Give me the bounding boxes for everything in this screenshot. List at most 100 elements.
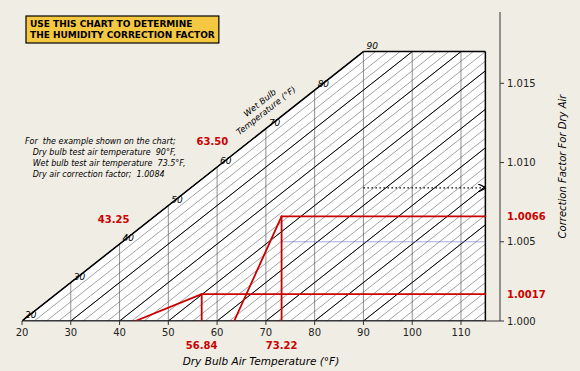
x-tick-label: 70 <box>260 327 273 338</box>
wet-bulb-value: 40 <box>123 233 135 243</box>
x-tick <box>119 321 120 325</box>
wet-bulb-label: Wet BulbTemperature (°F) <box>228 76 298 137</box>
x-tick <box>412 321 413 325</box>
hatch <box>461 302 485 321</box>
hatch <box>302 177 485 321</box>
grid-line <box>70 283 71 321</box>
example-text: Dry air correction factor; 1.0084 <box>25 170 165 179</box>
title-box-frame <box>26 16 219 43</box>
chart: 2030405060708090Wet BulbTemperature (°F)… <box>0 0 580 371</box>
hatch <box>132 52 473 321</box>
grid-line <box>412 52 413 321</box>
hatch <box>71 52 412 321</box>
example-vertical <box>201 294 203 321</box>
region-border <box>485 52 487 321</box>
example-vertical <box>281 216 283 321</box>
wet-bulb-value: 90 <box>366 41 378 51</box>
x-tick <box>314 321 315 325</box>
x-tick-label: 30 <box>64 327 77 338</box>
wet-bulb-value: 30 <box>74 272 86 282</box>
hatch <box>34 52 375 321</box>
x-tick <box>168 321 169 325</box>
wet-bulb-line <box>266 148 485 321</box>
x-tick-label: 50 <box>162 327 175 338</box>
y-tick-label: 1.005 <box>507 236 536 247</box>
y-tick-label: 1.000 <box>507 316 536 327</box>
hatch <box>83 52 424 321</box>
example-text: For the example shown on the chart; <box>25 137 176 146</box>
wet-bulb-value: 50 <box>171 195 183 205</box>
hatch <box>363 225 485 321</box>
title-line: THE HUMIDITY CORRECTION FACTOR <box>30 30 215 40</box>
hatch <box>181 80 486 321</box>
hatch <box>400 254 485 321</box>
example-correction-label: 1.0066 <box>507 211 546 222</box>
hatch <box>144 52 485 321</box>
x-tick <box>217 321 218 325</box>
example-wet-bulb <box>234 216 281 321</box>
y-tick-label: 1.015 <box>507 78 536 89</box>
hatch <box>95 52 436 321</box>
example-wet-bulb-label: 63.50 <box>197 136 229 147</box>
wet-bulb-value: 70 <box>269 118 281 128</box>
example-dry-bulb-label: 56.84 <box>186 340 218 351</box>
hatch <box>388 244 486 321</box>
hatch <box>229 119 485 321</box>
hatch <box>266 148 485 321</box>
wet-bulb-line <box>71 52 412 321</box>
hatch <box>412 263 485 321</box>
x-tick-label: 20 <box>16 327 29 338</box>
grid-line <box>168 206 169 321</box>
example-dry-bulb-label: 73.22 <box>266 340 298 351</box>
background <box>0 0 580 371</box>
hatch <box>351 215 485 321</box>
hatch <box>473 311 485 321</box>
example-horizontal <box>282 216 486 218</box>
example-wet-bulb <box>135 294 201 321</box>
hatch <box>205 100 485 321</box>
region-border <box>363 51 485 53</box>
grid-line <box>265 129 266 321</box>
example-text: Dry bulb test air temperature 90°F, <box>25 148 176 157</box>
y-tick <box>500 83 504 84</box>
reference-line <box>282 241 486 242</box>
x-tick-label: 90 <box>357 327 370 338</box>
wet-bulb-line <box>363 225 485 321</box>
wet-bulb-line <box>120 52 461 321</box>
grid-line <box>363 52 364 321</box>
wet-bulb-line <box>315 186 486 321</box>
x-tick-label: 60 <box>211 327 224 338</box>
wet-bulb-value: 60 <box>220 156 232 166</box>
hatch <box>22 52 363 321</box>
title: USE THIS CHART TO DETERMINETHE HUMIDITY … <box>30 19 215 40</box>
hatch <box>120 52 461 321</box>
hatch <box>107 52 448 321</box>
y-tick <box>500 162 504 163</box>
example-wet-bulb-label: 43.25 <box>98 214 130 225</box>
wet-bulb-line <box>217 109 485 321</box>
x-axis-label: Dry Bulb Air Temperature (°F) <box>183 355 340 367</box>
hatch <box>193 90 486 321</box>
hatch <box>59 52 400 321</box>
hatch <box>46 52 387 321</box>
plot-area <box>22 52 485 321</box>
wet-bulb-value: 20 <box>25 310 37 320</box>
y-tick <box>500 241 504 242</box>
wet-bulb-line <box>22 52 363 321</box>
example-correction-label: 1.0017 <box>507 289 546 300</box>
x-tick <box>265 321 266 325</box>
y-tick <box>500 321 504 322</box>
x-tick <box>460 321 461 325</box>
wet-bulb-label-line: Temperature (°F) <box>234 84 297 137</box>
x-tick <box>363 321 364 325</box>
x-tick-label: 110 <box>451 327 470 338</box>
hatch <box>168 71 485 321</box>
x-tick-label: 100 <box>403 327 422 338</box>
hatch <box>217 109 485 321</box>
grid-line <box>460 52 461 321</box>
y-tick-label: 1.010 <box>507 157 536 168</box>
hatch <box>278 157 485 321</box>
hatch <box>424 273 485 321</box>
hatch <box>376 234 486 321</box>
hatch <box>315 186 486 321</box>
